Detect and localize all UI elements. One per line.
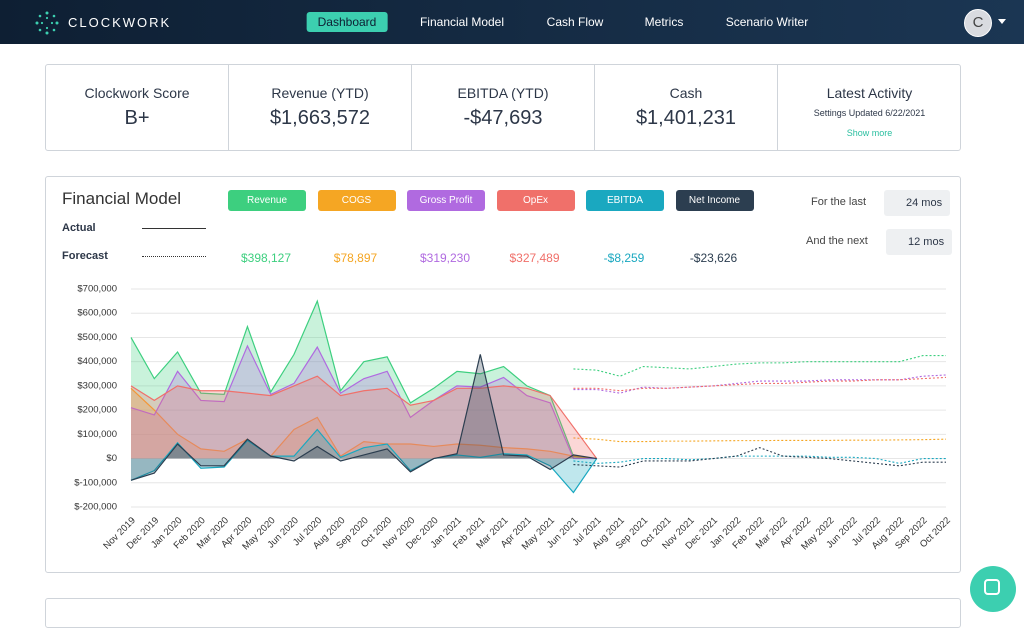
kpi-value: -$47,693 — [463, 107, 543, 129]
legend-button[interactable]: Net Income — [675, 190, 754, 211]
logo-icon — [35, 11, 59, 35]
y-tick-label: $300,000 — [77, 380, 117, 391]
kpi: Revenue (YTD) $1,663,572 — [229, 65, 412, 150]
area — [131, 376, 597, 459]
activity-text: Settings Updated 6/22/2021 — [813, 108, 926, 118]
kpi-value: B+ — [124, 107, 150, 129]
area — [131, 301, 597, 459]
series-summary: $327,489 — [509, 251, 560, 265]
avatar[interactable]: C — [964, 9, 992, 37]
y-tick-label: $100,000 — [77, 429, 117, 440]
forecast-line-key — [142, 256, 206, 257]
dropdown-caret[interactable] — [998, 19, 1006, 24]
actual-label: Actual — [62, 222, 96, 234]
brand: CLOCKWORK — [68, 15, 172, 30]
show-more[interactable]: Show more — [846, 128, 893, 138]
chart-title: Financial Model — [62, 189, 182, 208]
chat-icon — [984, 579, 1000, 595]
line — [130, 428, 598, 494]
forecast-line — [573, 374, 947, 394]
area — [131, 345, 597, 459]
forecast-line — [573, 447, 946, 468]
kpi-label: Revenue (YTD) — [271, 85, 369, 101]
chart: $-200,000 $-100,000 $0 $100,000 $200,000 $300… — [74, 284, 953, 553]
latest-activity: Latest Activity Settings Updated 6/22/20… — [778, 65, 961, 150]
kpi: EBITDA (YTD) -$47,693 — [412, 65, 595, 150]
kpi-label: Clockwork Score — [84, 85, 190, 101]
legend-button[interactable]: COGS — [317, 190, 396, 211]
nav-item[interactable]: Dashboard — [306, 12, 388, 32]
legend-button[interactable]: OpEx — [496, 190, 575, 211]
legend-button[interactable]: EBITDA — [586, 190, 664, 211]
forecast-line — [573, 355, 946, 377]
nav-bar: CLOCKWORK Dashboard Financial Model Cash… — [0, 0, 1024, 44]
line — [130, 354, 597, 481]
y-tick-label: $-100,000 — [74, 477, 117, 488]
kpi-value: $1,663,572 — [269, 107, 371, 129]
y-tick-label: $700,000 — [77, 284, 117, 295]
nav-item[interactable]: Metrics — [644, 15, 684, 29]
series-summary: $398,127 — [240, 251, 292, 265]
kpi-value: $1,401,231 — [635, 107, 737, 129]
y-tick-label: $500,000 — [77, 332, 117, 343]
kpi-label: EBITDA (YTD) — [457, 85, 549, 101]
activity-title: Latest Activity — [826, 85, 913, 101]
series-summary: -$8,259 — [603, 251, 645, 265]
chat-button[interactable] — [970, 566, 1016, 612]
line — [130, 375, 598, 459]
kpi: Clockwork Score B+ — [46, 65, 229, 150]
forecast-line — [573, 437, 947, 443]
legend-button[interactable]: Gross Profit — [407, 190, 485, 211]
line — [130, 299, 597, 460]
actual-line-key — [142, 228, 206, 229]
chart-card: Financial Model Actual Forecast For the … — [45, 176, 961, 573]
nav-item[interactable]: Cash Flow — [546, 15, 604, 29]
line — [130, 344, 597, 460]
next-period[interactable]: 12 mos — [886, 229, 953, 255]
y-tick-label: $400,000 — [77, 356, 117, 367]
legend-button[interactable]: Revenue — [228, 190, 306, 211]
y-tick-label: $0 — [106, 453, 117, 464]
area — [131, 429, 597, 493]
next-label: And the next — [806, 235, 868, 247]
last-label: For the last — [811, 196, 867, 208]
y-tick-label: $-200,000 — [74, 502, 117, 513]
kpi: Cash $1,401,231 — [595, 65, 778, 150]
nav-item[interactable]: Scenario Writer — [725, 15, 809, 29]
forecast-line — [573, 455, 946, 464]
series-summary: $319,230 — [419, 251, 471, 265]
nav-item[interactable]: Financial Model — [419, 15, 505, 29]
y-tick-label: $600,000 — [77, 308, 117, 319]
next-card — [45, 598, 961, 628]
series-summary: -$23,626 — [689, 251, 738, 265]
series-summary: $78,897 — [333, 251, 378, 265]
last-period[interactable]: 24 mos — [884, 190, 951, 216]
kpi-card: Clockwork Score B+ Revenue (YTD) $1,663,57… — [45, 64, 961, 151]
area — [131, 354, 597, 481]
forecast-line — [573, 376, 947, 392]
y-tick-label: $200,000 — [77, 405, 117, 416]
line — [130, 387, 597, 460]
kpi-label: Cash — [669, 85, 703, 101]
forecast-label: Forecast — [62, 250, 108, 262]
